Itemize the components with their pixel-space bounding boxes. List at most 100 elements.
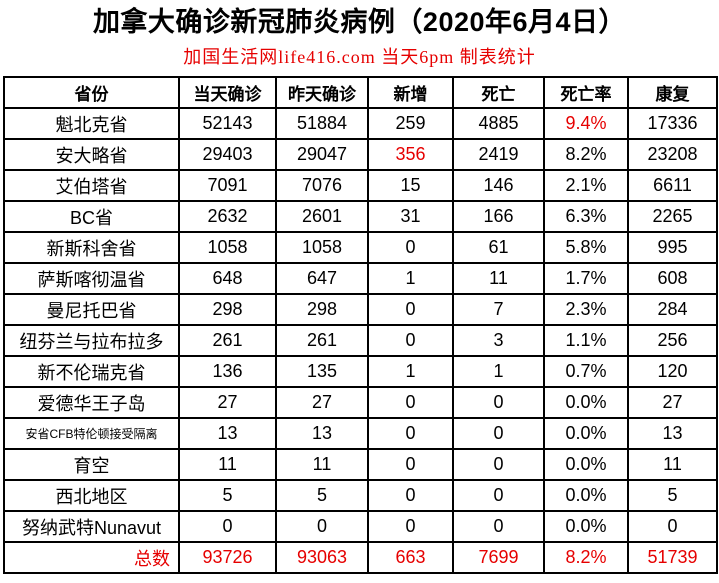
cell-today: 648	[178, 262, 277, 296]
cell-yesterday: 298	[275, 293, 369, 327]
total-cell-death_rate: 8.2%	[543, 541, 629, 575]
total-cell-today: 93726	[178, 541, 277, 575]
cell-new: 356	[367, 138, 454, 172]
cell-recovered: 608	[627, 262, 718, 296]
cell-recovered: 6611	[627, 169, 718, 203]
cell-recovered: 995	[627, 231, 718, 265]
table-row: 安大略省 29403 29047 356 2419 8.2% 23208	[3, 138, 718, 172]
cell-recovered: 0	[627, 510, 718, 544]
cell-deaths: 0	[452, 479, 545, 513]
page-subtitle: 加国生活网life416.com 当天6pm 制表统计	[183, 47, 536, 68]
cell-yesterday: 11	[275, 448, 369, 482]
page-title: 加拿大确诊新冠肺炎病例（2020年6月4日）	[92, 7, 627, 37]
column-header-new: 新增	[367, 76, 454, 110]
cell-new: 0	[367, 231, 454, 265]
table-body: 魁北克省 52143 51884 259 4885 9.4% 17336 安大略省 29403 2…	[3, 107, 718, 575]
cell-recovered: 17336	[627, 107, 718, 141]
cell-yesterday: 27	[275, 386, 369, 420]
cell-new: 0	[367, 293, 454, 327]
cell-today: 29403	[178, 138, 277, 172]
cell-yesterday: 13	[275, 417, 369, 451]
cell-today: 52143	[178, 107, 277, 141]
column-header-recovered: 康复	[627, 76, 718, 110]
header-row: 省份 当天确诊 昨天确诊 新增 死亡 死亡率 康复	[3, 76, 718, 110]
cell-death_rate: 6.3%	[543, 200, 629, 234]
cell-province: 新斯科舍省	[3, 231, 180, 265]
cell-new: 31	[367, 200, 454, 234]
cell-deaths: 61	[452, 231, 545, 265]
cell-death_rate: 0.7%	[543, 355, 629, 389]
cell-today: 298	[178, 293, 277, 327]
cell-yesterday: 7076	[275, 169, 369, 203]
cell-province: 新不伦瑞克省	[3, 355, 180, 389]
cell-province: 育空	[3, 448, 180, 482]
column-header-yesterday: 昨天确诊	[275, 76, 369, 110]
cell-province: 西北地区	[3, 479, 180, 513]
table-row: 曼尼托巴省 298 298 0 7 2.3% 284	[3, 293, 718, 327]
table-row: 爱德华王子岛 27 27 0 0 0.0% 27	[3, 386, 718, 420]
cell-yesterday: 1058	[275, 231, 369, 265]
cell-recovered: 120	[627, 355, 718, 389]
cell-deaths: 11	[452, 262, 545, 296]
cell-new: 0	[367, 386, 454, 420]
cell-deaths: 0	[452, 417, 545, 451]
cell-today: 1058	[178, 231, 277, 265]
cell-new: 0	[367, 324, 454, 358]
cell-today: 261	[178, 324, 277, 358]
cell-new: 15	[367, 169, 454, 203]
table-row: 西北地区 5 5 0 0 0.0% 5	[3, 479, 718, 513]
cell-province: 曼尼托巴省	[3, 293, 180, 327]
cell-today: 27	[178, 386, 277, 420]
cell-province: 纽芬兰与拉布拉多	[3, 324, 180, 358]
cell-today: 7091	[178, 169, 277, 203]
cell-new: 0	[367, 448, 454, 482]
table-row: BC省 2632 2601 31 166 6.3% 2265	[3, 200, 718, 234]
cell-death_rate: 5.8%	[543, 231, 629, 265]
cell-recovered: 256	[627, 324, 718, 358]
table-row: 育空 11 11 0 0 0.0% 11	[3, 448, 718, 482]
cell-province: 安省CFB特伦顿接受隔离	[3, 417, 180, 451]
table-row: 纽芬兰与拉布拉多 261 261 0 3 1.1% 256	[3, 324, 718, 358]
cell-death_rate: 0.0%	[543, 386, 629, 420]
cell-deaths: 0	[452, 448, 545, 482]
cell-province: 安大略省	[3, 138, 180, 172]
cell-yesterday: 135	[275, 355, 369, 389]
cell-province: 魁北克省	[3, 107, 180, 141]
cell-today: 0	[178, 510, 277, 544]
cell-recovered: 2265	[627, 200, 718, 234]
cell-new: 1	[367, 262, 454, 296]
table-row: 魁北克省 52143 51884 259 4885 9.4% 17336	[3, 107, 718, 141]
cell-today: 136	[178, 355, 277, 389]
total-cell-new: 663	[367, 541, 454, 575]
covid-cases-table: 省份 当天确诊 昨天确诊 新增 死亡 死亡率 康复 魁北克省 52143 51884 259 488…	[3, 76, 718, 575]
table-row: 新不伦瑞克省 136 135 1 1 0.7% 120	[3, 355, 718, 389]
cell-deaths: 166	[452, 200, 545, 234]
cell-death_rate: 2.3%	[543, 293, 629, 327]
cell-death_rate: 0.0%	[543, 417, 629, 451]
cell-province: 萨斯喀彻温省	[3, 262, 180, 296]
cell-deaths: 3	[452, 324, 545, 358]
table-row: 萨斯喀彻温省 648 647 1 11 1.7% 608	[3, 262, 718, 296]
cell-yesterday: 2601	[275, 200, 369, 234]
column-header-today: 当天确诊	[178, 76, 277, 110]
cell-death_rate: 0.0%	[543, 479, 629, 513]
cell-deaths: 146	[452, 169, 545, 203]
cell-province: 爱德华王子岛	[3, 386, 180, 420]
cell-yesterday: 647	[275, 262, 369, 296]
cell-death_rate: 0.0%	[543, 448, 629, 482]
column-header-province: 省份	[3, 76, 180, 110]
cell-today: 2632	[178, 200, 277, 234]
cell-today: 5	[178, 479, 277, 513]
cell-deaths: 2419	[452, 138, 545, 172]
cell-yesterday: 29047	[275, 138, 369, 172]
cell-death_rate: 9.4%	[543, 107, 629, 141]
cell-death_rate: 2.1%	[543, 169, 629, 203]
cell-deaths: 7	[452, 293, 545, 327]
table-row: 努纳武特Nunavut 0 0 0 0 0.0% 0	[3, 510, 718, 544]
cell-recovered: 284	[627, 293, 718, 327]
cell-today: 11	[178, 448, 277, 482]
total-cell-recovered: 51739	[627, 541, 718, 575]
cell-death_rate: 1.1%	[543, 324, 629, 358]
cell-deaths: 4885	[452, 107, 545, 141]
